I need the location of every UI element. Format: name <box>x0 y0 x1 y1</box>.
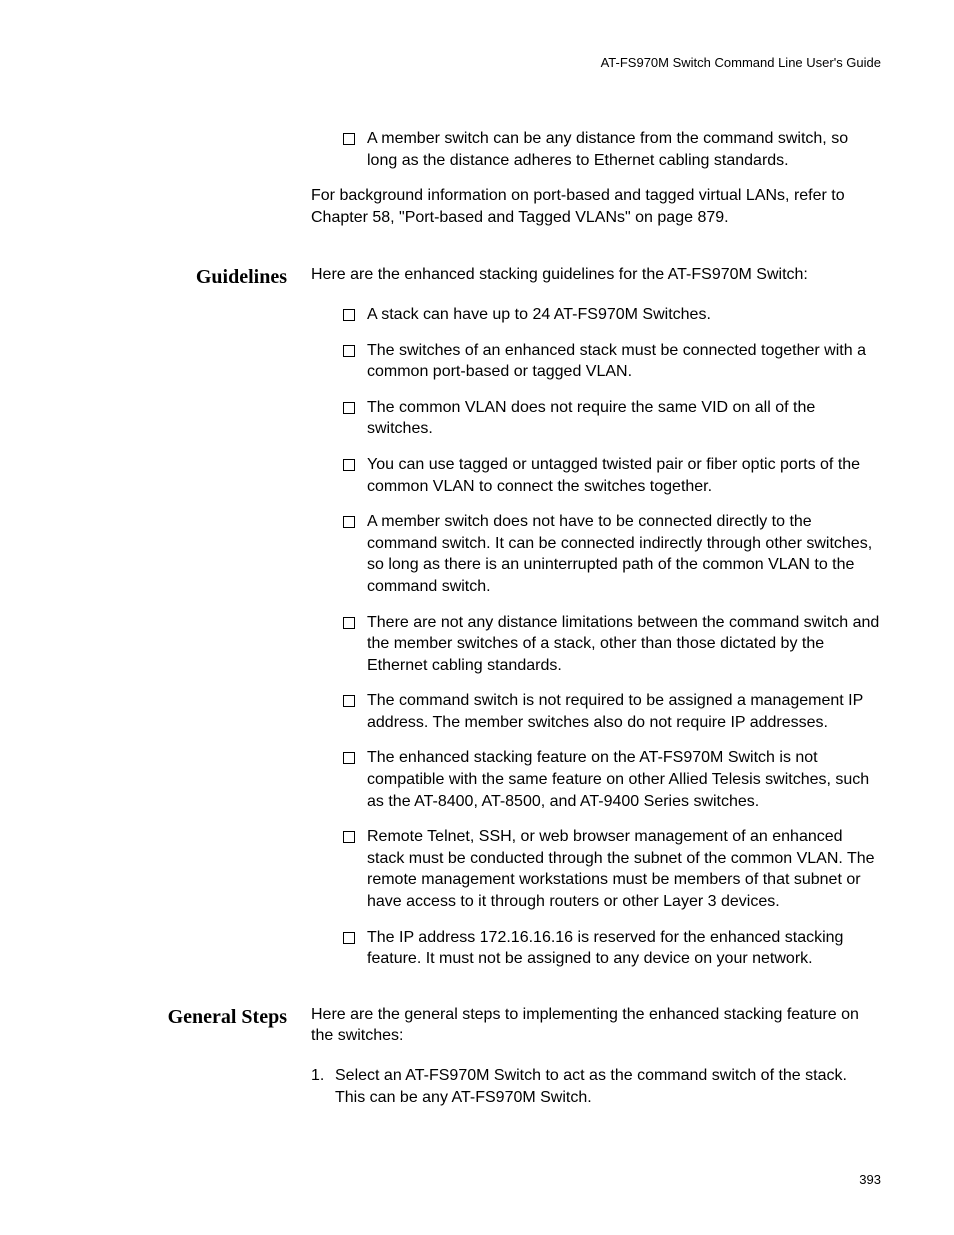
general-steps-item: 1. Select an AT-FS970M Switch to act as … <box>311 1065 881 1108</box>
intro-row: A member switch can be any distance from… <box>73 128 881 246</box>
guidelines-item: You can use tagged or untagged twisted p… <box>343 454 881 497</box>
step-number: 1. <box>311 1065 324 1087</box>
guidelines-heading: Guidelines <box>73 264 311 983</box>
guidelines-item: The enhanced stacking feature on the AT-… <box>343 747 881 812</box>
guidelines-item: The IP address 172.16.16.16 is reserved … <box>343 927 881 970</box>
guidelines-item: Remote Telnet, SSH, or web browser manag… <box>343 826 881 912</box>
header-title: AT-FS970M Switch Command Line User's Gui… <box>73 55 881 70</box>
guidelines-item: A stack can have up to 24 AT-FS970M Swit… <box>343 304 881 326</box>
guidelines-item: There are not any distance limitations b… <box>343 612 881 677</box>
general-steps-list: 1. Select an AT-FS970M Switch to act as … <box>311 1065 881 1108</box>
general-steps-heading: General Steps <box>73 1004 311 1122</box>
guidelines-intro: Here are the enhanced stacking guideline… <box>311 264 881 286</box>
guidelines-main: Here are the enhanced stacking guideline… <box>311 264 881 983</box>
guidelines-row: Guidelines Here are the enhanced stackin… <box>73 264 881 983</box>
guidelines-item: The common VLAN does not require the sam… <box>343 397 881 440</box>
guidelines-list: A stack can have up to 24 AT-FS970M Swit… <box>311 304 881 970</box>
empty-side <box>73 128 311 246</box>
general-steps-main: Here are the general steps to implementi… <box>311 1004 881 1122</box>
general-steps-row: General Steps Here are the general steps… <box>73 1004 881 1122</box>
intro-bullet-list: A member switch can be any distance from… <box>311 128 881 171</box>
intro-main: A member switch can be any distance from… <box>311 128 881 246</box>
page-number: 393 <box>859 1172 881 1187</box>
intro-paragraph: For background information on port-based… <box>311 185 881 228</box>
general-steps-intro: Here are the general steps to implementi… <box>311 1004 881 1047</box>
guidelines-item: The command switch is not required to be… <box>343 690 881 733</box>
guidelines-item: A member switch does not have to be conn… <box>343 511 881 597</box>
page-container: AT-FS970M Switch Command Line User's Gui… <box>0 0 954 1122</box>
guidelines-item: The switches of an enhanced stack must b… <box>343 340 881 383</box>
intro-bullet-item: A member switch can be any distance from… <box>343 128 881 171</box>
step-text: Select an AT-FS970M Switch to act as the… <box>335 1067 847 1106</box>
